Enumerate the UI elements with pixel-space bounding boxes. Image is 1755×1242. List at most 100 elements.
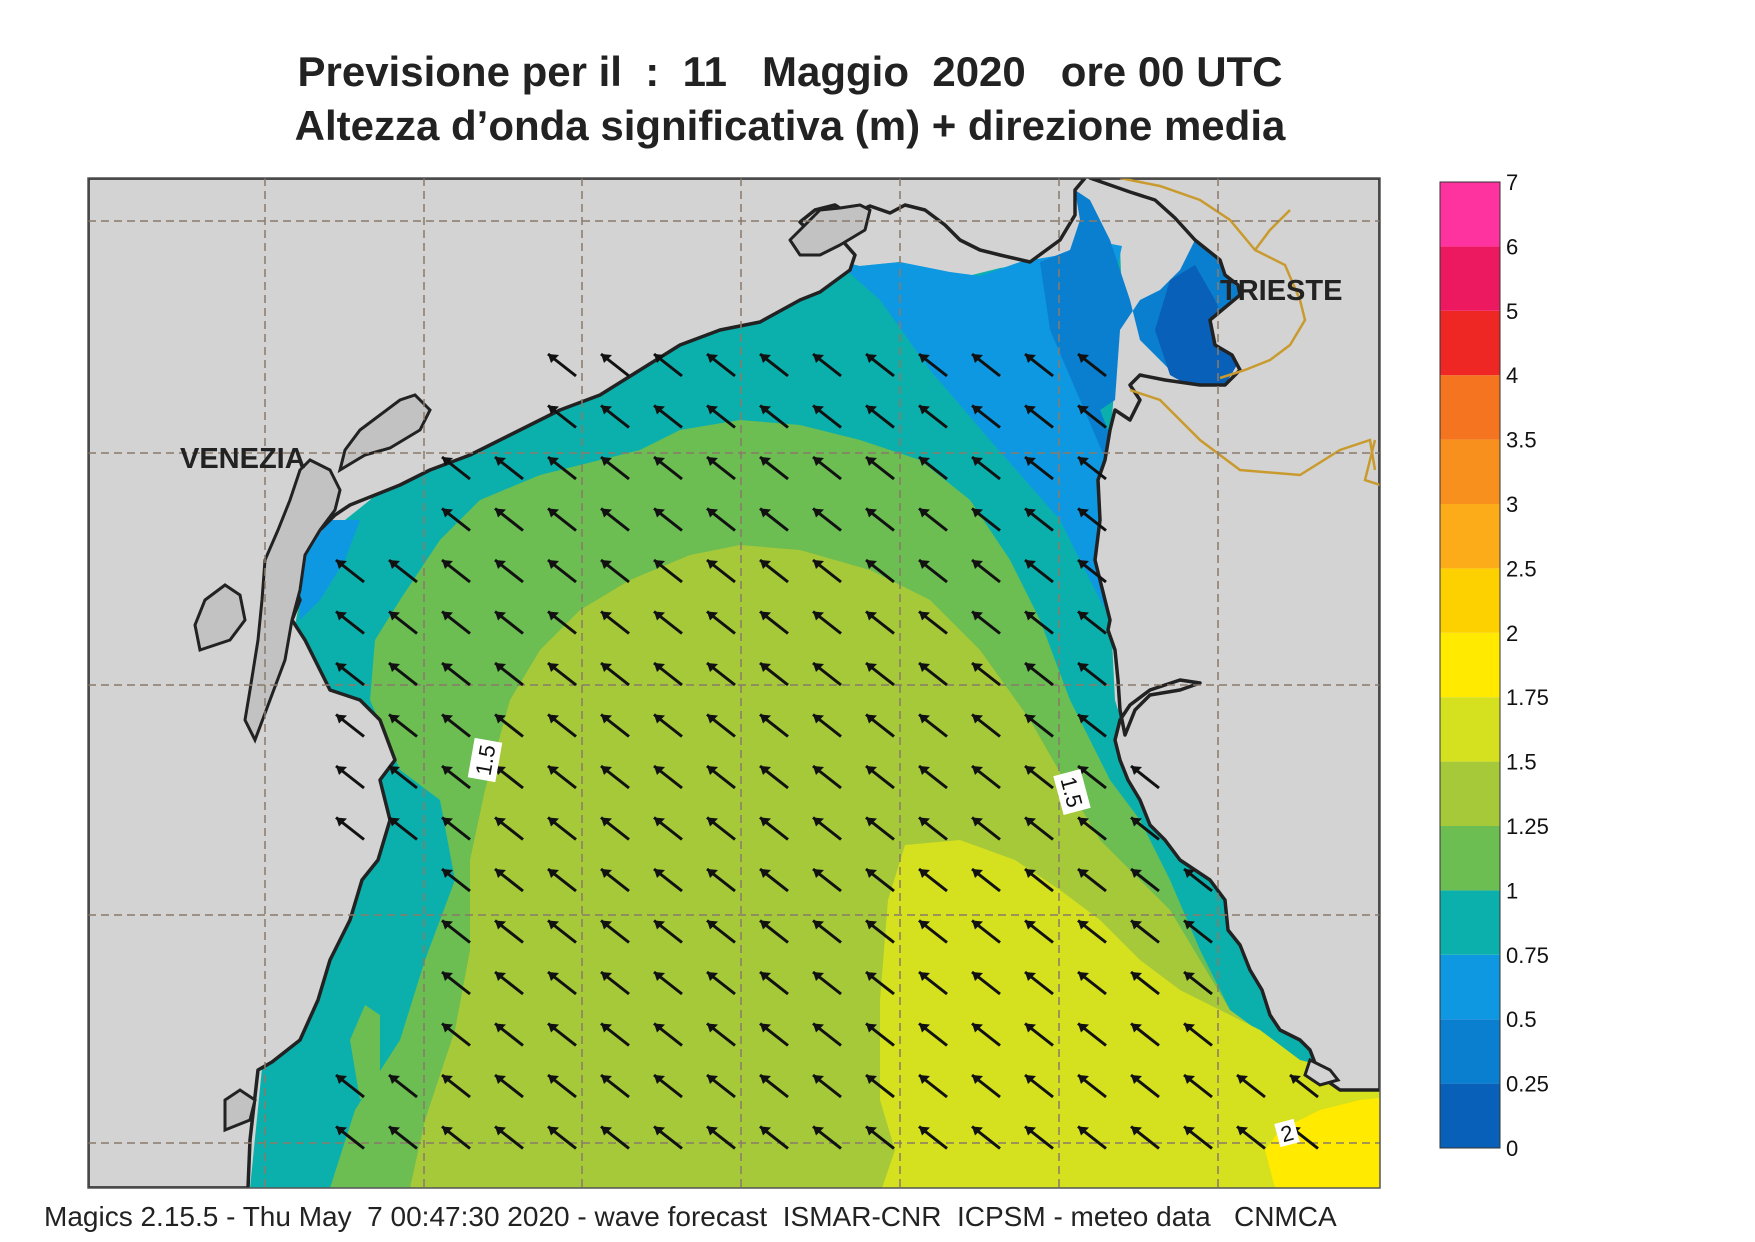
wave-arrow	[653, 1022, 683, 1047]
lagoon-island-2	[193, 583, 247, 652]
wave-arrow	[600, 558, 630, 584]
legend-swatch	[1440, 826, 1500, 891]
wave-arrow	[494, 661, 524, 687]
wave-arrow	[1024, 919, 1054, 944]
wave-arrow	[812, 455, 842, 481]
wave-arrow	[653, 455, 683, 481]
wave-arrow	[918, 610, 948, 635]
wave-arrow	[971, 661, 1001, 687]
wave-arrow	[971, 764, 1001, 790]
wave-arrow	[547, 764, 577, 790]
wave-arrow	[1024, 610, 1054, 635]
wave-arrow	[971, 1022, 1001, 1047]
wave-arrow	[865, 1073, 895, 1099]
wave-arrow	[547, 661, 577, 687]
wave-arrow	[441, 970, 471, 996]
wave-arrow	[547, 352, 577, 378]
wave-arrow	[494, 867, 524, 893]
legend-swatch	[1440, 1083, 1500, 1148]
wave-arrow	[971, 507, 1001, 532]
legend-tick-label: 1.25	[1506, 814, 1549, 839]
wave-arrow	[441, 764, 471, 790]
wave-arrow	[918, 1125, 948, 1150]
wave-arrow	[706, 816, 736, 841]
wave-arrow	[494, 610, 524, 635]
lat-lon-grid	[88, 178, 1380, 1188]
wave-arrow	[547, 610, 577, 635]
legend-tick-label: 1	[1506, 878, 1518, 903]
wave-arrow	[759, 919, 789, 944]
legend-swatch	[1440, 1019, 1500, 1084]
wave-arrow	[865, 404, 895, 429]
wave-arrow	[1077, 713, 1107, 738]
contour-label-1: 1.5	[467, 737, 503, 783]
wave-arrow	[1130, 919, 1160, 944]
wave-arrow	[547, 1022, 577, 1047]
legend-tick-label: 0.25	[1506, 1072, 1549, 1097]
legend-swatch	[1440, 890, 1500, 955]
wave-arrow	[706, 610, 736, 635]
wave-arrow	[812, 1022, 842, 1047]
wave-arrow	[600, 507, 630, 532]
wave-arrow	[1077, 867, 1107, 893]
wave-arrow	[971, 1073, 1001, 1099]
wave-arrow	[547, 867, 577, 893]
wave-arrow	[918, 816, 948, 841]
wave-arrow	[812, 1125, 842, 1150]
land-north-istria	[788, 203, 872, 257]
legend-tick-label: 0	[1506, 1136, 1518, 1161]
wave-arrow	[1024, 970, 1054, 996]
wave-arrow	[1077, 610, 1107, 635]
sea-band-1.75-2	[880, 840, 1380, 1188]
wave-arrow	[759, 558, 789, 584]
wave-arrow	[1024, 661, 1054, 687]
border-fragment-east	[1363, 439, 1380, 487]
wave-arrow	[812, 970, 842, 996]
wave-arrow	[706, 507, 736, 532]
wave-arrow	[494, 1073, 524, 1099]
wave-arrow	[600, 1073, 630, 1099]
wave-arrow	[706, 970, 736, 996]
wave-arrow	[494, 970, 524, 996]
wave-arrow	[971, 816, 1001, 841]
wave-arrow	[1130, 816, 1160, 841]
wave-arrow	[653, 919, 683, 944]
wave-arrow	[812, 713, 842, 738]
wave-arrow	[865, 455, 895, 481]
wave-arrow	[918, 764, 948, 790]
land-east-coast	[1088, 178, 1380, 1092]
wave-arrow	[653, 661, 683, 687]
wave-arrow	[812, 661, 842, 687]
wave-arrow	[547, 455, 577, 481]
wave-arrow	[1077, 404, 1107, 429]
wave-arrow	[335, 1073, 365, 1099]
wave-arrow	[865, 970, 895, 996]
legend-frame	[1439, 181, 1501, 1149]
wave-arrow	[441, 455, 471, 481]
wave-arrow	[441, 816, 471, 841]
wave-arrow	[1024, 507, 1054, 532]
wave-arrow	[600, 713, 630, 738]
wave-arrow	[1024, 713, 1054, 738]
wave-arrow	[1183, 970, 1213, 996]
wave-arrow	[706, 404, 736, 429]
wave-arrow	[971, 713, 1001, 738]
legend-tick-label: 5	[1506, 299, 1518, 324]
footer-credits: Magics 2.15.5 - Thu May 7 00:47:30 2020 …	[44, 1201, 1337, 1232]
wave-arrow	[335, 713, 365, 738]
wave-arrow	[388, 713, 418, 738]
wave-arrow	[600, 661, 630, 687]
wave-arrow	[653, 1125, 683, 1150]
wave-arrow	[335, 1125, 365, 1150]
legend-tick-label: 2	[1506, 621, 1518, 646]
sea-field: 1.5 1.5 2 VENEZIA TRIESTE	[88, 178, 1380, 1188]
wave-arrow	[918, 713, 948, 738]
wave-arrow	[1024, 816, 1054, 841]
national-border	[1119, 178, 1377, 477]
wave-arrow	[812, 764, 842, 790]
wave-arrow	[706, 919, 736, 944]
wave-arrow	[759, 713, 789, 738]
wave-arrow	[1077, 1125, 1107, 1150]
wave-arrow	[388, 661, 418, 687]
legend-tick-label: 6	[1506, 234, 1518, 259]
